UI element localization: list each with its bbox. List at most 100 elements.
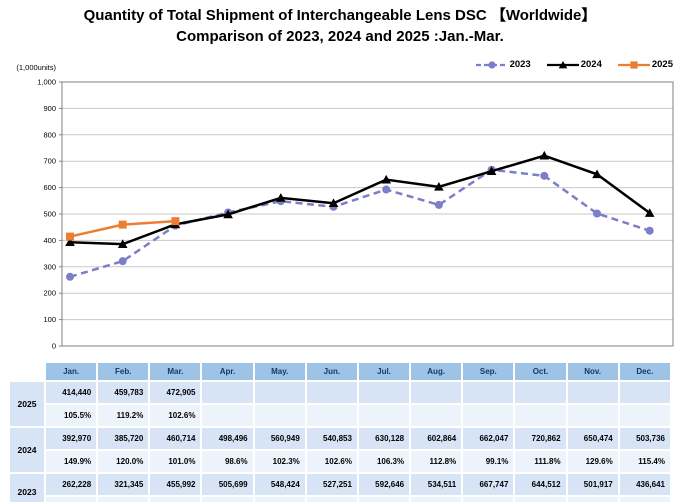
shipment-chart-svg: 0 100 200 300 400 500 600 700 800 900 1,000 (1,000u… [16, 63, 674, 351]
yoy-row-2024: 149.9% 120.0% 101.0% 98.6% 102.3% 102.6% 106.3… [10, 451, 670, 472]
yoy-cell [515, 405, 566, 426]
y-tick-label: 200 [43, 289, 56, 298]
shipment-cell: 455,992 [150, 474, 201, 495]
month-header-Oct: Oct. [515, 363, 566, 380]
shipment-cell: 592,646 [358, 474, 410, 495]
yoy-cell: 111.8% [515, 451, 566, 472]
yoy-cell: 129.6% [567, 451, 618, 472]
shipment-cell: 720,862 [515, 428, 566, 449]
yoy-cell: 120.0% [98, 451, 149, 472]
legend-label-2025: 2025 [651, 59, 673, 70]
marker-2025 [66, 232, 74, 241]
yoy-cell: 112.8% [411, 451, 462, 472]
month-header-May: May. [254, 363, 305, 380]
shipment-cell: 560,949 [254, 428, 305, 449]
shipment-cell: 644,512 [515, 474, 566, 495]
shipment-cell [567, 382, 618, 403]
month-header-Aug: Aug. [411, 363, 462, 380]
series-line-2024 [69, 154, 651, 246]
shipments-row-2024: 2024 392,970 385,720 460,714 498,496 560,949 5… [10, 428, 670, 472]
yoy-cell: 99.1% [463, 451, 514, 472]
legend-item-2023: 2023 [475, 59, 531, 70]
shipment-cell [515, 382, 566, 403]
marker-2024 [539, 150, 550, 160]
marker-2024 [486, 166, 497, 176]
shipment-cell: 540,853 [306, 428, 357, 449]
shipment-cell: 472,905 [150, 382, 201, 403]
y-tick-label: 600 [43, 183, 56, 192]
month-header-Jan: Jan. [46, 363, 97, 380]
yoy-cell [150, 497, 201, 502]
shipment-cell: 498,496 [202, 428, 253, 449]
marker-2024 [328, 198, 339, 208]
shipment-cell: 650,474 [567, 428, 618, 449]
yoy-cell [202, 497, 253, 502]
marker-2024 [223, 209, 233, 219]
y-tick-label: 0 [52, 342, 56, 351]
page-title: Quantity of Total Shipment of Interchang… [0, 5, 680, 47]
y-tick-label: 900 [43, 104, 56, 113]
page-title-line2: Comparison of 2023, 2024 and 2025 :Jan.-… [176, 28, 504, 45]
shipment-cell: 262,228 [46, 474, 97, 495]
yoy-cell: 102.6% [150, 405, 201, 426]
year-label-2024: 2024 [10, 428, 44, 472]
yoy-cell: 115.4% [619, 451, 670, 472]
yoy-cell [567, 405, 618, 426]
marker-2024 [117, 239, 128, 248]
shipment-table-wrap: Jan. Feb. Mar. Apr. May. Jun. Jul. Aug. Sep. Oct.… [8, 361, 672, 502]
marker-2024 [276, 193, 286, 202]
shipment-cell: 503,736 [619, 428, 670, 449]
yoy-cell [515, 497, 566, 502]
y-tick-label: 100 [43, 315, 56, 324]
shipments-row-2025: 2025 414,440 459,783 472,905 [10, 382, 670, 426]
shipment-cell: 505,699 [202, 474, 253, 495]
legend-marker-2024-icon [546, 60, 579, 68]
yoy-cell: 105.5% [46, 405, 97, 426]
shipment-cell: 392,970 [46, 428, 97, 449]
month-header-Jul: Jul. [358, 363, 410, 380]
shipment-cell [358, 382, 410, 403]
month-header-Jun: Jun. [306, 363, 357, 380]
yoy-cell: 102.3% [254, 451, 305, 472]
yoy-cell [619, 405, 670, 426]
marker-2025 [118, 220, 127, 229]
yoy-cell [619, 497, 670, 502]
shipment-cell: 662,047 [463, 428, 514, 449]
series-line-2023 [69, 168, 651, 278]
shipment-cell: 460,714 [150, 428, 201, 449]
y-tick-label: 800 [43, 130, 56, 139]
legend-label-2023: 2023 [509, 59, 531, 70]
legend-marker-2025-icon [617, 60, 650, 69]
marker-2023 [118, 257, 127, 266]
y-tick-label: 400 [43, 236, 56, 245]
shipment-cell [619, 382, 670, 403]
yoy-row-2023 [10, 497, 670, 502]
legend-item-2024: 2024 [546, 59, 602, 70]
marker-2023 [645, 226, 654, 235]
shipment-cell [306, 382, 357, 403]
y-tick-label: 1,000 [37, 78, 56, 87]
yoy-cell: 102.6% [306, 451, 357, 472]
year-label-2023: 2023 [10, 474, 44, 502]
month-header-Dec: Dec. [619, 363, 670, 380]
shipment-cell: 501,917 [567, 474, 618, 495]
shipment-cell: 602,864 [411, 428, 462, 449]
yoy-cell [358, 405, 410, 426]
marker-2023 [382, 185, 391, 194]
marker-2024 [65, 237, 75, 247]
page-title-line1: Quantity of Total Shipment of Interchang… [83, 7, 597, 24]
plot-border [61, 81, 674, 347]
y-tick-label: 300 [43, 262, 56, 271]
yoy-cell [202, 405, 253, 426]
yoy-cell [98, 497, 149, 502]
shipment-cell [254, 382, 305, 403]
yoy-cell [254, 497, 305, 502]
units-label: (1,000units) [16, 63, 56, 72]
month-header-Sep: Sep. [463, 363, 514, 380]
shipment-table: Jan. Feb. Mar. Apr. May. Jun. Jul. Aug. Sep. Oct.… [8, 361, 672, 502]
yoy-cell [463, 405, 514, 426]
shipment-cell: 385,720 [98, 428, 149, 449]
marker-2024 [644, 208, 655, 217]
yoy-cell [567, 497, 618, 502]
legend-marker-2023-icon [475, 60, 508, 69]
